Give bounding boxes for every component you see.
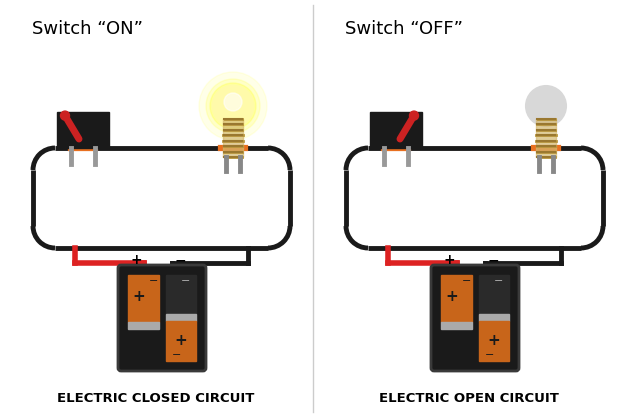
Text: −: − <box>172 350 181 360</box>
Text: −: − <box>485 350 494 360</box>
Text: −: − <box>174 253 186 267</box>
Bar <box>57 112 109 148</box>
Circle shape <box>210 83 256 129</box>
Text: +: + <box>130 253 142 267</box>
Text: −: − <box>494 276 503 286</box>
Circle shape <box>206 79 260 133</box>
Bar <box>441 322 471 329</box>
Text: Switch “ON”: Switch “ON” <box>32 20 143 38</box>
Text: +: + <box>175 333 187 348</box>
Bar <box>165 321 196 361</box>
FancyBboxPatch shape <box>431 265 519 371</box>
Circle shape <box>199 72 267 140</box>
Bar <box>370 112 422 148</box>
Text: ELECTRIC CLOSED CIRCUIT: ELECTRIC CLOSED CIRCUIT <box>58 392 255 405</box>
Bar <box>478 321 509 361</box>
Bar <box>478 275 509 314</box>
Bar <box>536 119 556 157</box>
Bar <box>165 314 196 321</box>
Text: +: + <box>488 333 500 348</box>
Text: −: − <box>149 276 158 286</box>
Text: +: + <box>443 253 455 267</box>
Text: −: − <box>181 276 190 286</box>
Text: +: + <box>132 289 145 304</box>
Circle shape <box>224 93 242 111</box>
Text: Switch “OFF”: Switch “OFF” <box>345 20 463 38</box>
Circle shape <box>213 86 253 126</box>
Text: ELECTRIC OPEN CIRCUIT: ELECTRIC OPEN CIRCUIT <box>379 392 559 405</box>
Text: +: + <box>445 289 458 304</box>
Circle shape <box>61 111 69 120</box>
Bar <box>478 314 509 321</box>
Bar <box>165 275 196 314</box>
Bar <box>128 275 158 322</box>
FancyBboxPatch shape <box>118 265 206 371</box>
Text: −: − <box>462 276 471 286</box>
Text: −: − <box>487 253 499 267</box>
Bar <box>128 322 158 329</box>
Circle shape <box>409 111 419 120</box>
Circle shape <box>526 86 566 126</box>
Bar <box>441 275 471 322</box>
Bar <box>223 119 243 157</box>
